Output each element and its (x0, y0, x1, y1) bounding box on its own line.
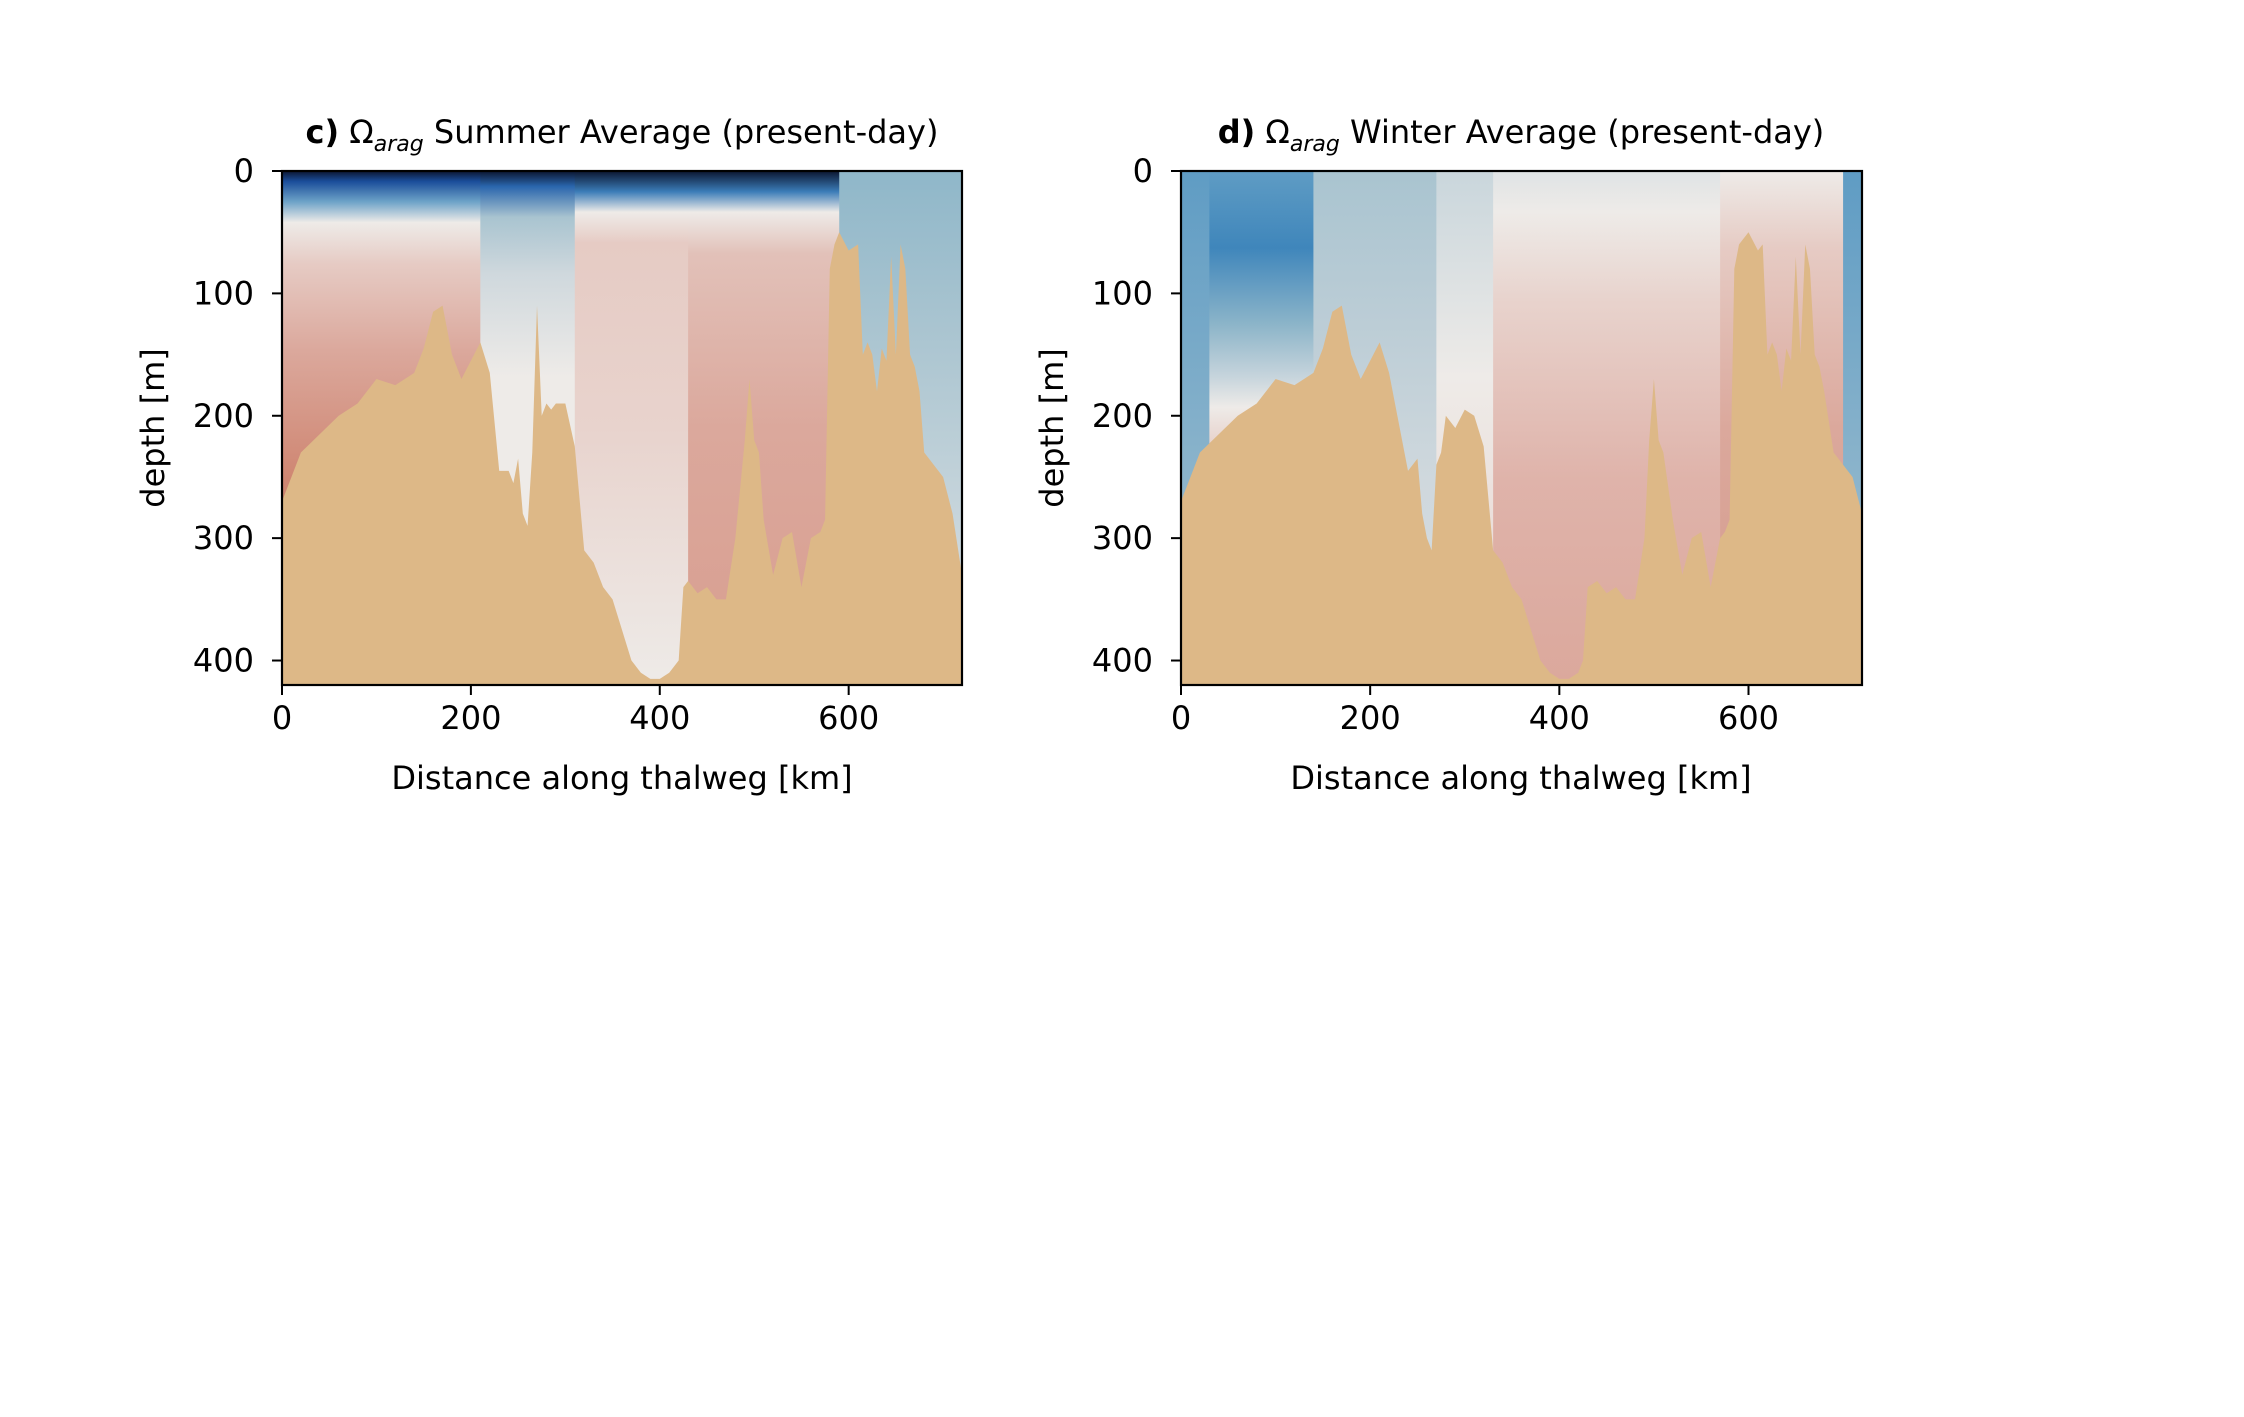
panel-c-title-text: Summer Average (present-day) (434, 113, 939, 151)
panel-d-ylabel: depth [m] (1033, 348, 1071, 507)
panel-d-field (1181, 171, 1862, 685)
panel-d-ytick-label: 0 (1133, 152, 1153, 190)
panel-c-xtick-label: 600 (818, 699, 879, 737)
panel-c-summer: 0 200 400 600 0 100 200 300 400 c) Ωarag Summer… (134, 113, 964, 797)
panel-c-frame (280, 169, 964, 687)
panel-c-subscript: arag (374, 132, 424, 157)
panel-c-xtick-label: 400 (629, 699, 690, 737)
panel-d-ytick-label: 300 (1092, 519, 1153, 557)
panel-d-winter: 0 200 400 600 0 100 200 300 400 d) Ωarag Winter… (1033, 113, 1864, 797)
panel-d-xtick-label: 200 (1340, 699, 1401, 737)
panel-c-ytick-label: 100 (193, 274, 254, 312)
panel-d-xtick-label: 400 (1529, 699, 1590, 737)
panel-c-xtick-label: 0 (272, 699, 292, 737)
panel-c-field (282, 171, 962, 685)
panel-d-ytick-label: 100 (1092, 274, 1153, 312)
panel-d-frame (1179, 169, 1864, 687)
panel-c-xlabel: Distance along thalweg [km] (391, 759, 852, 797)
panel-c-ytick-label: 300 (193, 519, 254, 557)
panel-d-omega: Ω (1265, 113, 1289, 151)
panel-c-seafloor (282, 232, 962, 685)
panel-c-ytick-label: 200 (193, 397, 254, 435)
panel-c-title: c) Ωarag Summer Average (present-day) (306, 113, 939, 157)
panel-c-label: c) (306, 113, 340, 151)
panel-d-title-text: Winter Average (present-day) (1350, 113, 1824, 151)
panel-d-ytick-label: 400 (1092, 642, 1153, 680)
panel-d-xtick-label: 600 (1718, 699, 1779, 737)
panel-c-ytick-label: 400 (193, 642, 254, 680)
panel-c-ylabel: depth [m] (134, 348, 172, 507)
panel-d-title: d) Ωarag Winter Average (present-day) (1218, 113, 1825, 157)
panel-d-seafloor (1181, 232, 1862, 685)
panel-d-label: d) (1218, 113, 1256, 151)
panel-c-ytick-label: 0 (234, 152, 254, 190)
panel-c-xtick-label: 200 (440, 699, 501, 737)
panel-d-ytick-label: 200 (1092, 397, 1153, 435)
panel-c-omega: Ω (349, 113, 373, 151)
panel-d-subscript: arag (1290, 132, 1340, 157)
panel-d-xlabel: Distance along thalweg [km] (1290, 759, 1751, 797)
panel-d-xtick-label: 0 (1171, 699, 1191, 737)
